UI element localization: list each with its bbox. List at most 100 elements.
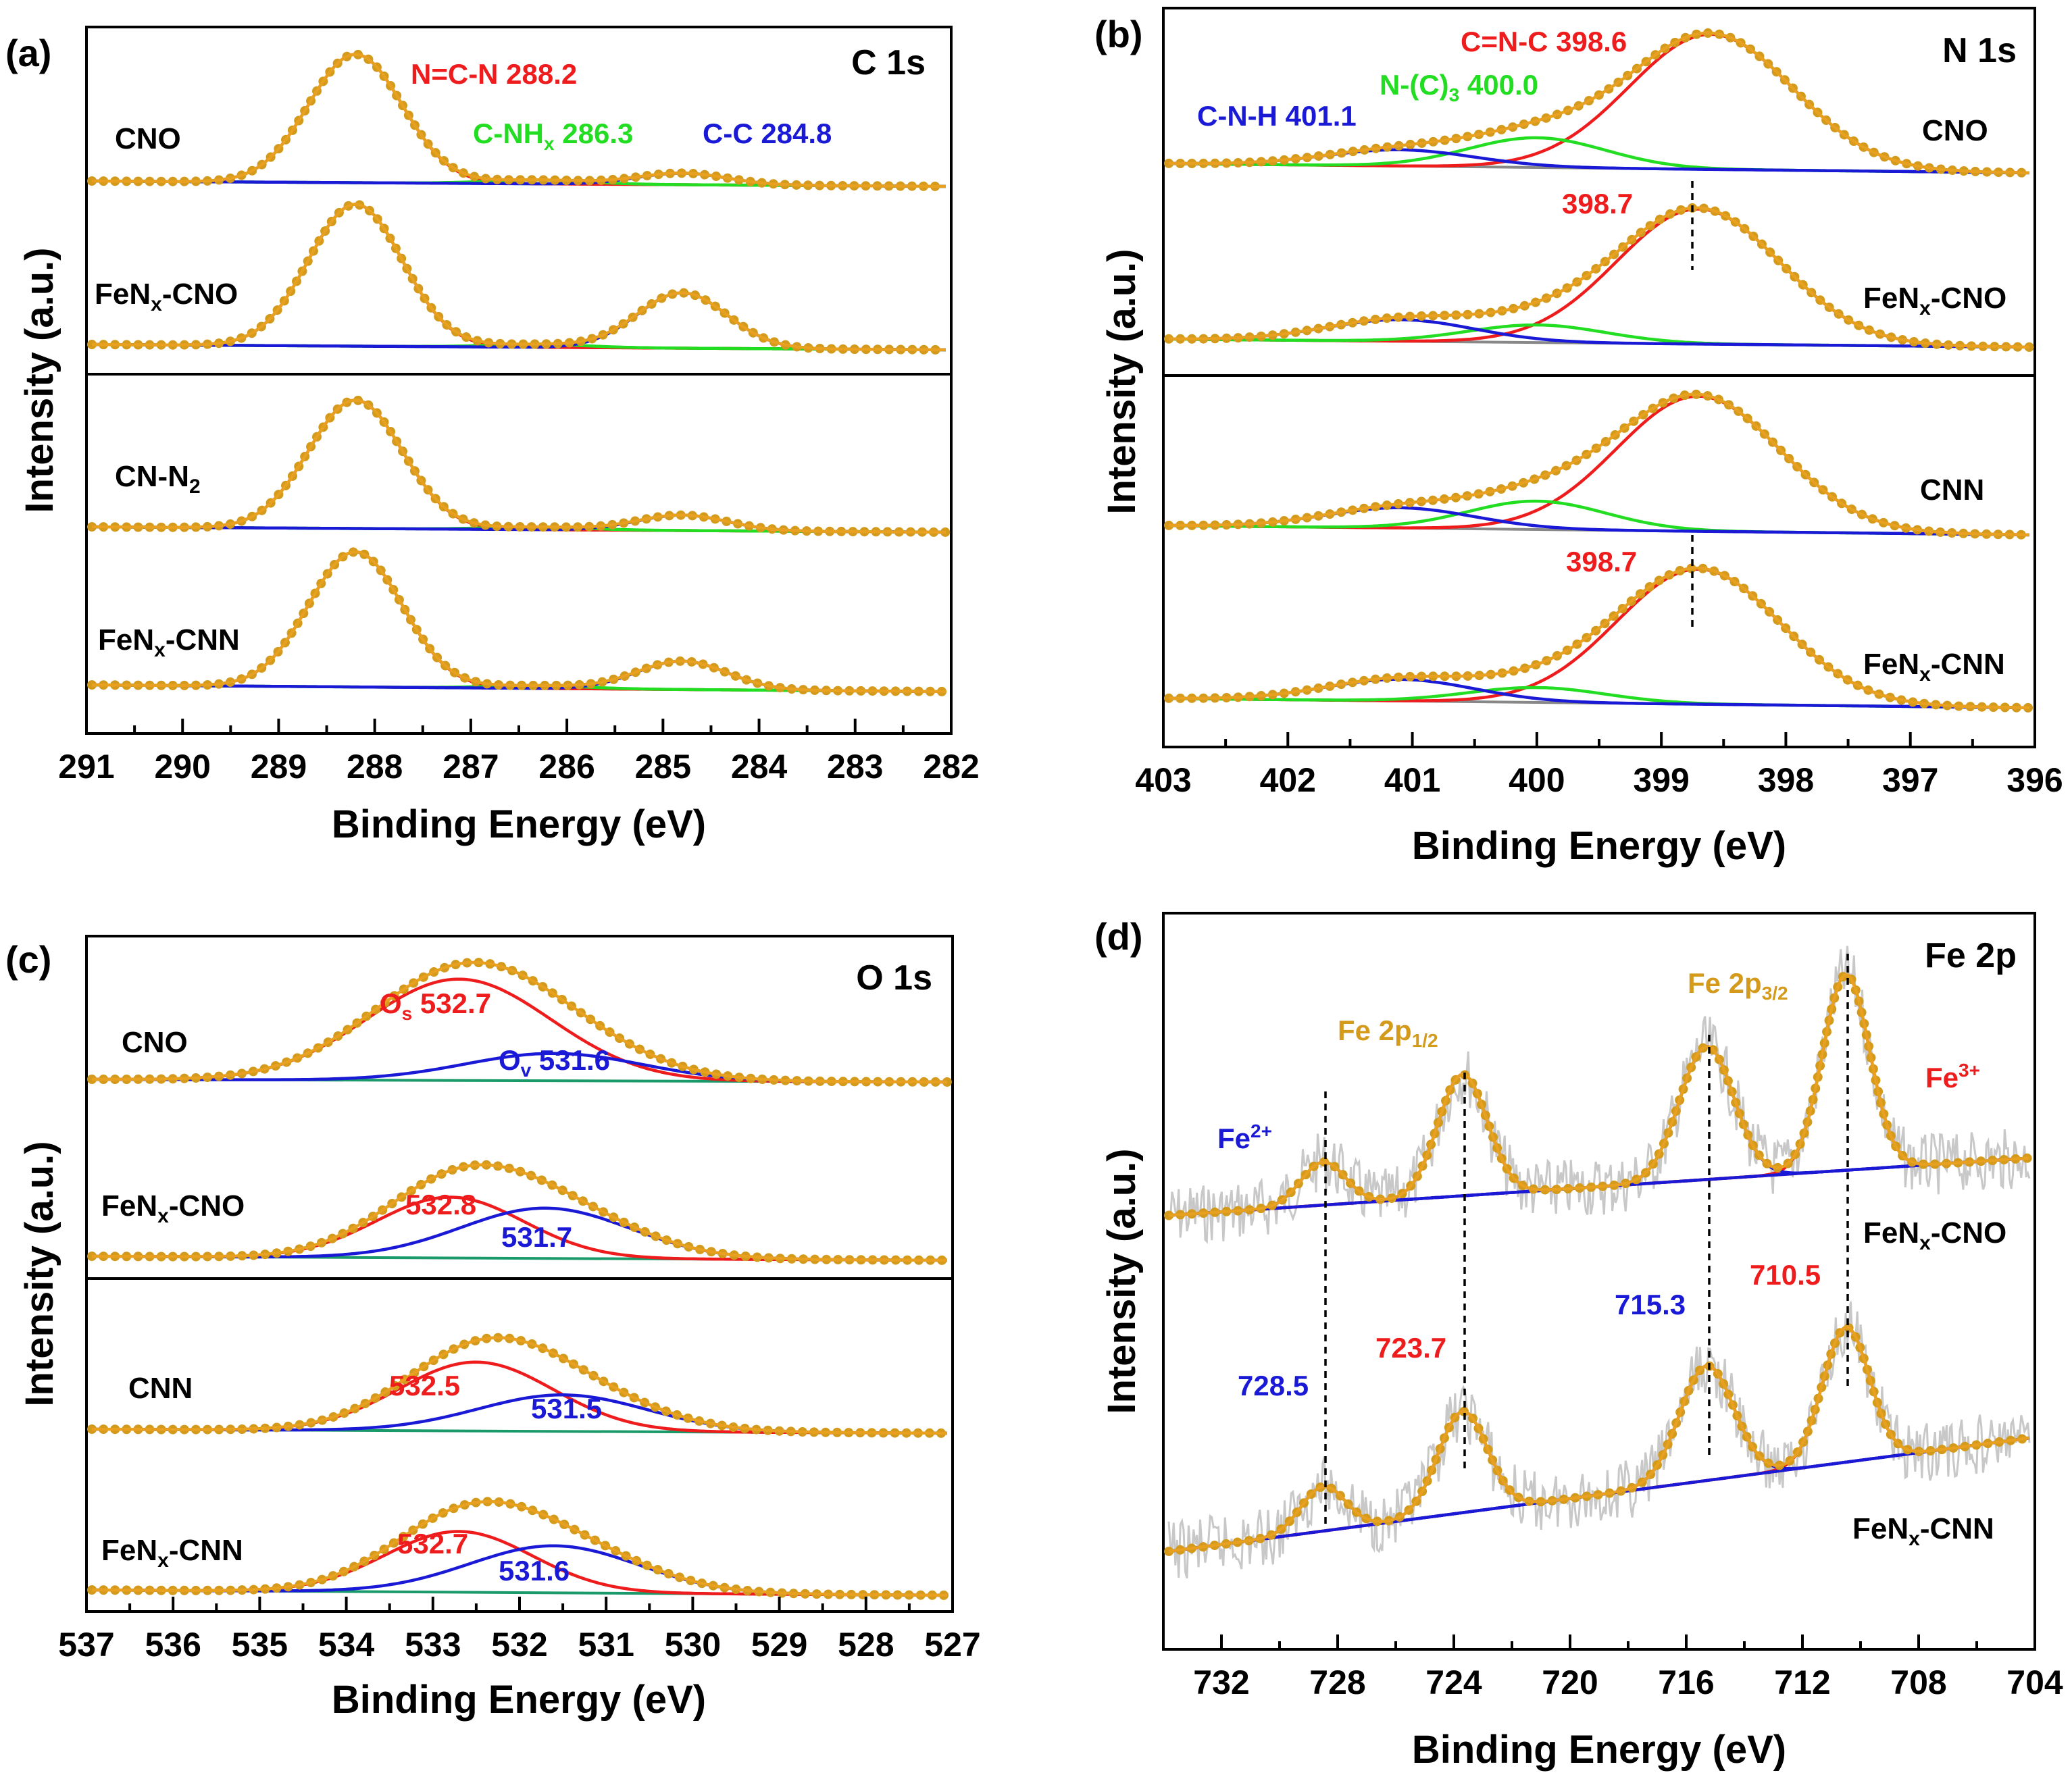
- x-tick-label-c-9: 528: [838, 1626, 894, 1664]
- x-tick-label-d-4: 716: [1658, 1664, 1714, 1701]
- x-axis-label-c: Binding Energy (eV): [332, 1678, 706, 1722]
- panel-title-d: Fe 2p: [1925, 936, 2017, 975]
- sample-label-cno-c: CNO: [122, 1026, 188, 1059]
- sample-label-fenx-cno-c: FeNx-CNO: [101, 1189, 245, 1227]
- x-tick-label-b-1: 402: [1260, 761, 1316, 799]
- annotation-c-n-h: C-N-H 401.1: [1197, 100, 1357, 132]
- x-tick-label-d-7: 704: [2006, 1664, 2063, 1701]
- envelope-fenx-cnn: [91, 1499, 947, 1597]
- x-tick-label-c-0: 537: [58, 1626, 114, 1664]
- sample-label-fenx-cnn-b: FeNx-CNN: [1863, 648, 2005, 686]
- x-tick-label-d-5: 712: [1774, 1664, 1830, 1701]
- x-tick-label-c-7: 530: [665, 1626, 721, 1664]
- x-tick-label-d-6: 708: [1890, 1664, 1946, 1701]
- experimental-cnn: [87, 1333, 952, 1438]
- annotation-531-6: 531.6: [499, 1555, 570, 1587]
- envelope-cn-n2: [91, 398, 946, 534]
- annotation-531-7: 531.7: [501, 1221, 572, 1253]
- panel-fe2p: (d) Fe 2p 732 728 724 720 716 712 708 704 Bindi…: [1094, 912, 2063, 1772]
- x-tick-label-c-8: 529: [751, 1626, 807, 1664]
- x-tick-label-b-5: 398: [1758, 761, 1814, 799]
- peak-fenx-cnn-288.2: [92, 550, 946, 694]
- sample-label-fenx-cnn-c: FeNx-CNN: [101, 1534, 243, 1572]
- panel-title-b: N 1s: [1942, 31, 2017, 70]
- peak-fenx-cno-715.3: [1168, 1045, 2030, 1217]
- envelope-cno: [92, 960, 947, 1084]
- x-tick-label-b-6: 397: [1882, 761, 1938, 799]
- panel-o1s: (c) O 1s 537 536 535 534 533 532 531 530 529 528 5…: [5, 935, 981, 1722]
- sample-label-fenx-cno-d: FeNx-CNO: [1863, 1216, 2006, 1254]
- x-tick-label-c-4: 533: [405, 1626, 461, 1664]
- annotation-532-7: 532.7: [397, 1528, 468, 1560]
- peak-cn-n2-288.2: [91, 398, 946, 534]
- x-tick-label-c-3: 534: [318, 1626, 375, 1664]
- annotation-c-nhx: C-NHx 286.3: [473, 118, 633, 154]
- panel-title-a: C 1s: [851, 43, 926, 82]
- annotation-c-c: C-C 284.8: [703, 118, 832, 149]
- x-axis-label-a: Binding Energy (eV): [332, 802, 706, 846]
- x-tick-label-a-4: 287: [443, 748, 499, 786]
- x-tick-label-c-6: 531: [578, 1626, 634, 1664]
- x-ticks-a: 291 290 289 288 287 286 285 284 283 282: [58, 719, 980, 786]
- sample-label-cnn-b: CNN: [1920, 473, 1984, 507]
- annotation-532-5: 532.5: [389, 1370, 460, 1401]
- x-tick-label-b-0: 403: [1135, 761, 1191, 799]
- plot-area-c: [87, 958, 952, 1600]
- experimental-cn-n2: [87, 395, 951, 537]
- x-tick-label-b-2: 401: [1384, 761, 1440, 799]
- plot-area-b: [1164, 28, 2034, 713]
- envelope-fenx-cnn: [92, 550, 946, 694]
- annotation-c-n-c: C=N-C 398.6: [1461, 26, 1627, 57]
- peak-fenx-cno-398.7: [1169, 207, 2030, 349]
- x-ticks-c: 537 536 535 534 533 532 531 530 529 528 527: [58, 1597, 981, 1664]
- sample-label-cnn-c: CNN: [128, 1372, 193, 1405]
- sample-label-cno-b: CNO: [1922, 114, 1988, 147]
- x-tick-label-d-1: 728: [1309, 1664, 1365, 1701]
- peak-fenx-cnn-398.7: [1169, 567, 2030, 710]
- x-tick-label-a-7: 284: [731, 748, 788, 786]
- envelope-fenx-cnn: [1168, 566, 2030, 710]
- sample-label-cno-a: CNO: [115, 122, 181, 155]
- experimental-fenx-cnn: [87, 547, 951, 696]
- x-tick-label-b-7: 396: [2006, 761, 2063, 799]
- envelope-cno: [91, 53, 946, 188]
- x-tick-label-c-10: 527: [924, 1626, 980, 1664]
- annotation-fe-2p12: Fe 2p1/2: [1338, 1014, 1438, 1051]
- x-tick-label-a-1: 290: [155, 748, 211, 786]
- x-tick-label-a-9: 282: [923, 748, 979, 786]
- x-ticks-d: 732 728 724 720 716 712 708 704: [1193, 1634, 2063, 1701]
- annotation-os-532-7: Os 532.7: [380, 987, 491, 1024]
- envelope-fenx-cno: [91, 1163, 948, 1262]
- annotation-710-5: 710.5: [1750, 1259, 1821, 1291]
- x-tick-label-a-2: 289: [251, 748, 307, 786]
- sample-label-fenx-cno-a: FeNx-CNO: [95, 278, 238, 315]
- sample-label-cn-n2-a: CN-N2: [115, 460, 201, 498]
- plot-area-a: [87, 49, 951, 696]
- envelope-fenx-cno: [91, 203, 946, 352]
- envelope-cnn: [1169, 392, 2030, 537]
- x-tick-label-d-2: 724: [1425, 1664, 1482, 1701]
- envelope-fenx-cno: [1169, 206, 2030, 349]
- x-tick-label-a-3: 288: [347, 748, 403, 786]
- envelope-cnn: [91, 1336, 948, 1435]
- x-axis-label-b: Binding Energy (eV): [1412, 824, 1786, 868]
- annotation-n-c3: N-(C)3 400.0: [1380, 69, 1538, 105]
- panel-n1s: (b) N 1s 403 402 401 400 399 398 397 396 Bindin…: [1094, 7, 2063, 868]
- y-axis-label-c: Intensity (a.u.): [18, 1141, 61, 1406]
- annotation-n-c-n: N=C-N 288.2: [411, 58, 577, 90]
- panel-title-c: O 1s: [856, 958, 932, 998]
- annotation-728-5: 728.5: [1238, 1370, 1309, 1401]
- envelope-cno: [1169, 31, 2030, 175]
- panel-c1s: (a) C 1s 291 290 289 288 287 286 285 284 283 282 …: [5, 26, 980, 846]
- x-tick-label-c-2: 535: [232, 1626, 288, 1664]
- sample-label-fenx-cnn-d: FeNx-CNN: [1852, 1512, 1994, 1550]
- x-tick-label-b-4: 399: [1633, 761, 1689, 799]
- annotation-fe-2p32: Fe 2p3/2: [1688, 967, 1788, 1004]
- panel-label-b: (b): [1094, 13, 1143, 55]
- y-axis-label-a: Intensity (a.u.): [18, 247, 61, 513]
- x-tick-label-c-5: 532: [491, 1626, 547, 1664]
- annotation-398-7-fenx-cno: 398.7: [1562, 188, 1633, 220]
- panel-label-d: (d): [1094, 915, 1143, 958]
- x-tick-label-a-5: 286: [538, 748, 595, 786]
- sample-label-fenx-cnn-a: FeNx-CNN: [98, 623, 240, 661]
